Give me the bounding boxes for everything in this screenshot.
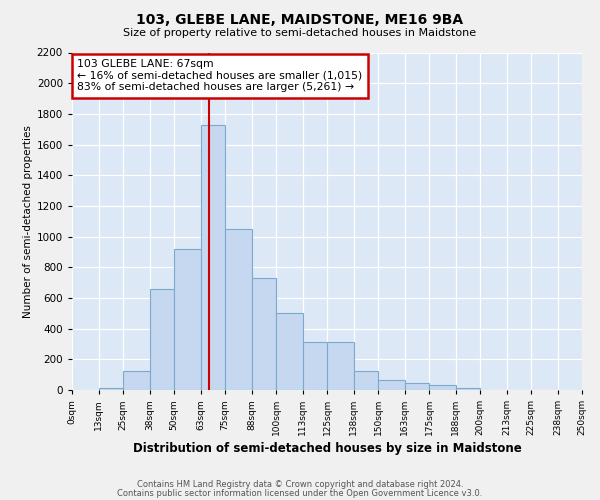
Bar [302, 342, 327, 390]
Text: 103 GLEBE LANE: 67sqm
← 16% of semi-detached houses are smaller (1,015)
83% of s: 103 GLEBE LANE: 67sqm ← 16% of semi-deta… [77, 59, 362, 92]
Bar [404, 383, 429, 390]
Bar [276, 314, 302, 390]
Bar [378, 380, 404, 390]
Bar [200, 124, 225, 390]
Y-axis label: Number of semi-detached properties: Number of semi-detached properties [23, 125, 32, 318]
Text: 103, GLEBE LANE, MAIDSTONE, ME16 9BA: 103, GLEBE LANE, MAIDSTONE, ME16 9BA [136, 12, 464, 26]
Bar [225, 229, 251, 390]
Text: Contains public sector information licensed under the Open Government Licence v3: Contains public sector information licen… [118, 488, 482, 498]
Bar [123, 371, 149, 390]
Text: Contains HM Land Registry data © Crown copyright and database right 2024.: Contains HM Land Registry data © Crown c… [137, 480, 463, 489]
Bar [251, 278, 276, 390]
Bar [327, 342, 353, 390]
Bar [353, 371, 378, 390]
Bar [429, 386, 455, 390]
Text: Size of property relative to semi-detached houses in Maidstone: Size of property relative to semi-detach… [124, 28, 476, 38]
Bar [455, 388, 480, 390]
Bar [98, 388, 123, 390]
Bar [149, 289, 174, 390]
X-axis label: Distribution of semi-detached houses by size in Maidstone: Distribution of semi-detached houses by … [133, 442, 521, 456]
Bar [174, 249, 200, 390]
